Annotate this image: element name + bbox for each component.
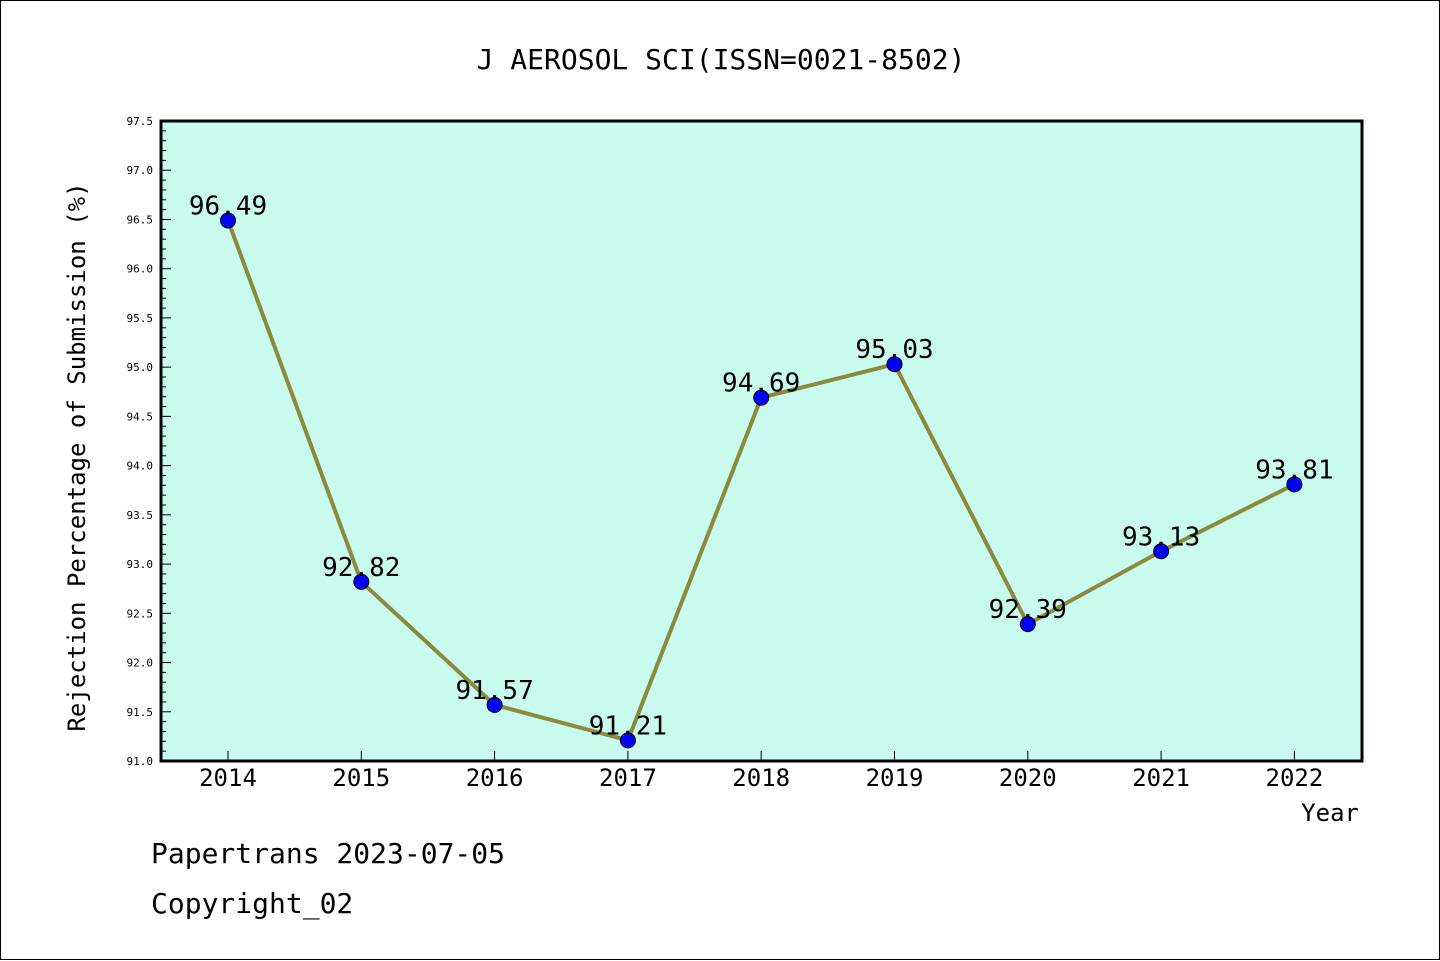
data-label: 94.69 bbox=[722, 369, 800, 399]
data-point bbox=[753, 389, 770, 406]
x-tick-label: 2019 bbox=[866, 764, 924, 792]
series-layer bbox=[220, 212, 1303, 749]
x-tick-label: 2022 bbox=[1266, 764, 1324, 792]
data-label: 93.81 bbox=[1255, 455, 1333, 485]
footer-copyright: Copyright_02 bbox=[151, 887, 354, 920]
x-tick-label: 2014 bbox=[199, 764, 257, 792]
data-labels-layer: 96.49 92.82 91.57 91.21 94.69 95.03 92.39 93.13… bbox=[189, 191, 1334, 741]
y-tick-label: 94.0 bbox=[127, 460, 154, 473]
data-label: 91.57 bbox=[455, 676, 533, 706]
y-tick-label: 95.5 bbox=[127, 312, 154, 325]
data-point bbox=[886, 356, 903, 373]
x-tick-label: 2017 bbox=[599, 764, 657, 792]
data-point bbox=[220, 212, 236, 229]
data-label: 93.13 bbox=[1122, 522, 1200, 552]
chart-title: J AEROSOL SCI(ISSN=0021-8502) bbox=[477, 43, 966, 76]
plot-area bbox=[159, 119, 1364, 763]
data-point bbox=[619, 732, 636, 749]
y-tick-label: 96.5 bbox=[127, 213, 154, 226]
x-tick-label: 2020 bbox=[999, 764, 1057, 792]
x-tick-label: 2018 bbox=[732, 764, 790, 792]
x-axis-ticks: 2014 2015 2016 2017 2018 2019 2020 2021 2022 bbox=[199, 751, 1323, 792]
data-label: 95.03 bbox=[855, 335, 933, 365]
data-label: 92.39 bbox=[989, 595, 1067, 625]
y-axis-ticks: 91.0 91.5 92.0 92.5 93.0 93.5 94.0 94.5 95.0 95.5… bbox=[127, 115, 171, 768]
data-point bbox=[1153, 543, 1170, 560]
y-tick-label: 93.5 bbox=[127, 509, 154, 522]
data-point bbox=[1286, 476, 1303, 493]
footer-date: Papertrans 2023-07-05 bbox=[151, 837, 506, 870]
x-axis-label: Year bbox=[1301, 799, 1359, 827]
y-tick-label: 97.0 bbox=[127, 164, 154, 177]
x-tick-label: 2021 bbox=[1132, 764, 1190, 792]
data-point bbox=[486, 696, 503, 713]
x-tick-label: 2016 bbox=[466, 764, 524, 792]
y-tick-label: 95.0 bbox=[127, 361, 154, 374]
data-label: 92.82 bbox=[322, 553, 400, 583]
y-tick-label: 91.5 bbox=[127, 706, 154, 719]
y-tick-label: 92.5 bbox=[127, 607, 154, 620]
y-axis-label: Rejection Percentage of Submission (%) bbox=[63, 182, 91, 731]
data-label: 96.49 bbox=[189, 191, 267, 221]
data-point bbox=[1019, 616, 1036, 633]
y-tick-label: 94.5 bbox=[127, 410, 154, 423]
y-tick-label: 91.0 bbox=[127, 755, 154, 768]
data-point bbox=[353, 573, 370, 590]
y-tick-label: 97.5 bbox=[127, 115, 154, 128]
y-tick-label: 96.0 bbox=[127, 263, 154, 276]
x-tick-label: 2015 bbox=[332, 764, 390, 792]
data-label: 91.21 bbox=[589, 711, 667, 741]
y-tick-label: 92.0 bbox=[127, 657, 154, 670]
y-tick-label: 93.0 bbox=[127, 558, 154, 571]
